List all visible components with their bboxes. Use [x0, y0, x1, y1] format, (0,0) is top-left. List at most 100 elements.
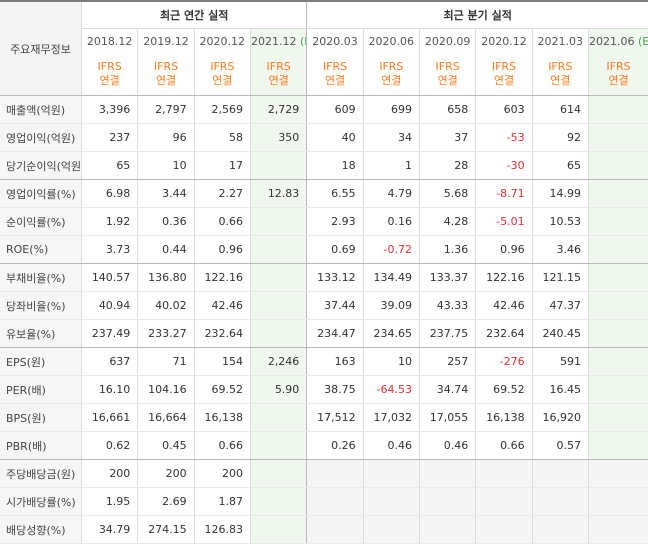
value-cell [587, 235, 648, 264]
ifrs-consolidated-badge: IFRS 연결 [475, 53, 533, 96]
value-cell: 34 [362, 123, 420, 152]
value-cell [587, 179, 648, 208]
value-cell: -0.72 [362, 235, 420, 264]
consolidated-label: 연결 [268, 74, 289, 87]
metric-label: 당좌비율(%) [0, 291, 82, 320]
metric-label: ROE(%) [0, 235, 82, 264]
value-cell: 14.99 [531, 179, 589, 208]
value-cell: 133.12 [306, 263, 364, 292]
value-cell: 40.94 [80, 291, 138, 320]
ifrs-label: IFRS [491, 60, 517, 73]
value-cell: 126.83 [193, 515, 251, 544]
value-cell [587, 403, 648, 432]
period-header: 2020.06 [362, 28, 420, 53]
value-cell: 1.92 [80, 207, 138, 236]
value-cell [531, 459, 589, 488]
value-cell: 232.64 [475, 319, 533, 348]
value-cell: 96 [137, 123, 195, 152]
value-cell: 92 [531, 123, 589, 152]
value-cell: 34.74 [418, 375, 476, 404]
value-cell [587, 459, 648, 488]
value-cell: 136.80 [137, 263, 195, 292]
value-cell [587, 431, 648, 460]
value-cell: 39.09 [362, 291, 420, 320]
value-cell: 2.69 [137, 487, 195, 516]
value-cell [418, 459, 476, 488]
table-row: EPS(원) 637 71 154 2,246 163 10 257 -276 591 [0, 347, 648, 376]
value-cell [249, 487, 307, 516]
value-cell: -53 [475, 123, 533, 152]
value-cell: -8.71 [475, 179, 533, 208]
value-cell: 140.57 [80, 263, 138, 292]
value-cell: 40.02 [137, 291, 195, 320]
period-header: 2020.03 [306, 28, 364, 53]
value-cell: 16,661 [80, 403, 138, 432]
value-cell: 10 [362, 347, 420, 376]
value-cell [362, 487, 420, 516]
value-cell: 12.83 [249, 179, 307, 208]
value-cell [306, 487, 364, 516]
value-cell: 6.55 [306, 179, 364, 208]
value-cell: 10.53 [531, 207, 589, 236]
table-row: PER(배) 16.10 104.16 69.52 5.90 38.75 -64.53 34.… [0, 375, 648, 404]
value-cell: 10 [137, 151, 195, 180]
value-cell: 0.46 [418, 431, 476, 460]
consolidated-label: 연결 [155, 74, 177, 87]
table-row: 당기순이익(억원) 65 10 17 18 1 28 -30 65 [0, 151, 648, 180]
estimate-tag: (E) [299, 34, 307, 48]
period-header: 2020.09 [418, 28, 476, 53]
period-date: 2018.12 [86, 34, 133, 48]
value-cell: 237.75 [418, 319, 476, 348]
value-cell: -30 [475, 151, 533, 180]
consolidated-label: 연결 [212, 74, 233, 87]
value-cell: 350 [249, 123, 307, 152]
value-cell: 591 [531, 347, 589, 376]
consolidated-label: 연결 [608, 74, 629, 87]
value-cell: 37.44 [306, 291, 364, 320]
value-cell: 2,246 [249, 347, 307, 376]
table-row: 시가배당률(%) 1.95 2.69 1.87 [0, 487, 648, 516]
value-cell: 133.37 [418, 263, 476, 292]
ifrs-label: IFRS [266, 60, 291, 73]
table-row: 당좌비율(%) 40.94 40.02 42.46 37.44 39.09 43.33 42.… [0, 291, 648, 320]
value-cell [587, 95, 648, 124]
period-header: 2021.03 [531, 28, 589, 53]
ifrs-label: IFRS [379, 60, 404, 73]
value-cell: 233.27 [137, 319, 195, 348]
table-row: 배당성향(%) 34.79 274.15 126.83 [0, 515, 648, 544]
value-cell: 237 [80, 123, 138, 152]
value-cell: 0.26 [306, 431, 364, 460]
period-header: 2019.12 [137, 28, 195, 53]
ifrs-consolidated-badge: IFRS 연결 [137, 53, 195, 96]
value-cell: 122.16 [193, 263, 251, 292]
value-cell: 65 [80, 151, 138, 180]
metric-label: EPS(원) [0, 347, 82, 376]
ifrs-consolidated-badge: IFRS 연결 [80, 53, 138, 96]
value-cell: 42.46 [475, 291, 533, 320]
value-cell [587, 151, 648, 180]
value-cell: 154 [193, 347, 251, 376]
value-cell: 5.68 [418, 179, 476, 208]
value-cell: 240.45 [531, 319, 589, 348]
table-row: 영업이익(억원) 237 96 58 350 40 34 37 -53 92 [0, 123, 648, 152]
period-date: 2020.06 [368, 34, 415, 48]
value-cell: 163 [306, 347, 364, 376]
value-cell: 71 [137, 347, 195, 376]
ifrs-label: IFRS [97, 60, 122, 73]
value-cell: 104.16 [137, 375, 195, 404]
value-cell: 4.79 [362, 179, 420, 208]
value-cell [249, 207, 307, 236]
annual-results-title: 최근 연간 실적 [80, 0, 307, 29]
value-cell: 0.36 [137, 207, 195, 236]
value-cell: 637 [80, 347, 138, 376]
period-date: 2019.12 [143, 34, 189, 48]
ifrs-consolidated-badge: IFRS 연결 [418, 53, 476, 96]
value-cell: 0.46 [362, 431, 420, 460]
ifrs-consolidated-badge: IFRS 연결 [362, 53, 420, 96]
value-cell: 3.73 [80, 235, 138, 264]
table-row: PBR(배) 0.62 0.45 0.66 0.26 0.46 0.46 0.66 0.57 [0, 431, 648, 460]
value-cell [249, 235, 307, 264]
value-cell [587, 487, 648, 516]
metric-label: 영업이익(억원) [0, 123, 82, 152]
value-cell [306, 515, 364, 544]
